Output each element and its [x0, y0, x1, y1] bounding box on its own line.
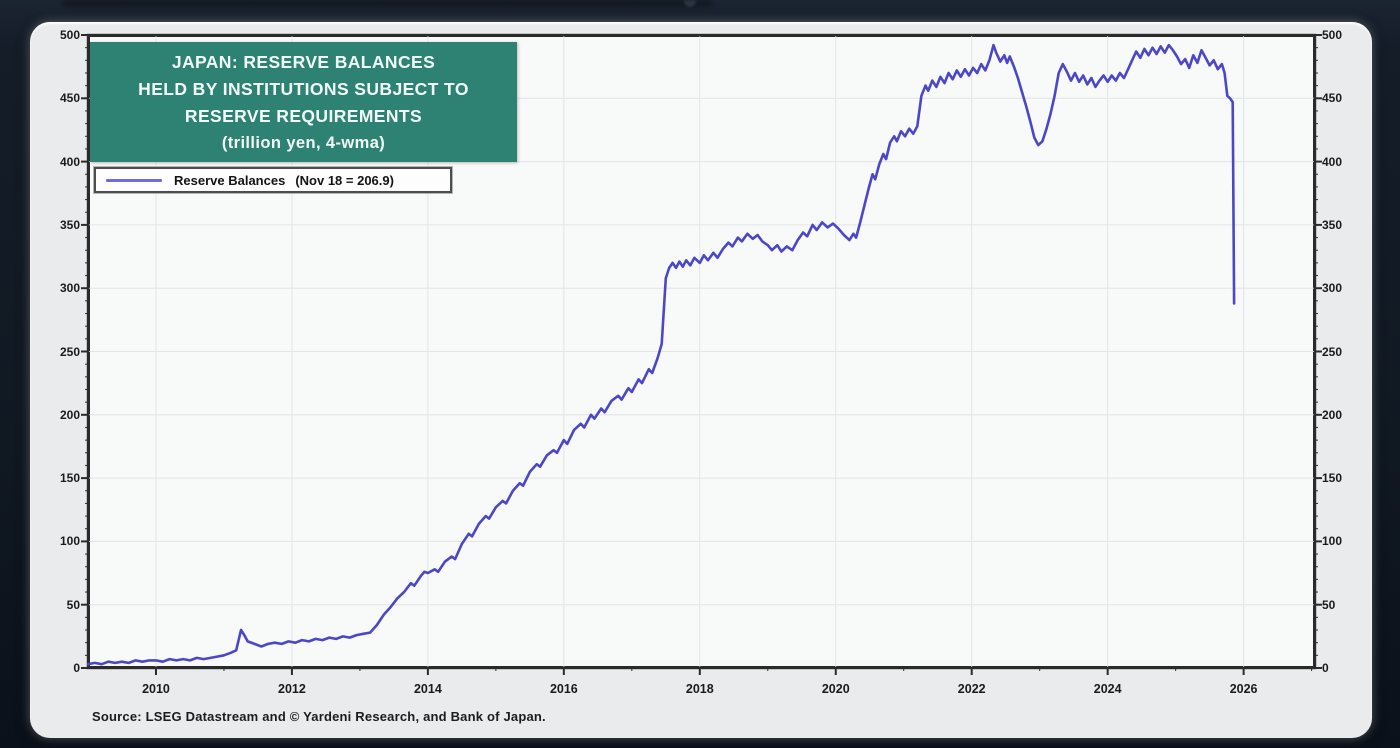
y-axis-label-left: 50: [66, 597, 80, 612]
cropped-header-text-remnant: [62, 0, 712, 7]
chart-title-subtitle: (trillion yen, 4-wma): [221, 133, 386, 152]
chart-title-line: RESERVE REQUIREMENTS: [184, 105, 423, 126]
y-axis-label-right: 300: [1322, 281, 1343, 296]
x-axis-label: 2014: [413, 682, 442, 696]
y-axis-label-left: 0: [73, 661, 80, 675]
y-axis-label-right: 0: [1322, 661, 1329, 675]
y-axis-label-left: 250: [59, 344, 80, 359]
x-axis-label: 2020: [821, 682, 850, 696]
x-axis-label: 2016: [549, 682, 578, 696]
y-axis-label-left: 450: [59, 91, 80, 106]
source-attribution: Source: LSEG Datastream and © Yardeni Re…: [92, 709, 546, 724]
legend-latest-value: (Nov 18 = 206.9): [295, 172, 394, 188]
y-axis-label-left: 400: [59, 154, 80, 169]
chart-title-line: HELD BY INSTITUTIONS SUBJECT TO: [138, 78, 469, 99]
y-axis-label-left: 100: [59, 534, 80, 549]
y-axis-label-right: 100: [1322, 534, 1343, 549]
y-axis-label-right: 50: [1322, 597, 1336, 612]
legend: Reserve Balances (Nov 18 = 206.9): [94, 167, 452, 193]
y-axis-label-left: 500: [59, 28, 80, 42]
y-axis-label-right: 150: [1322, 471, 1343, 486]
y-axis-label-left: 300: [59, 281, 80, 296]
x-axis-label: 2022: [957, 682, 986, 696]
x-axis-label: 2024: [1093, 682, 1122, 696]
y-axis-label-right: 250: [1322, 344, 1343, 359]
y-axis-label-right: 450: [1322, 91, 1343, 106]
chart-title-line: JAPAN: RESERVE BALANCES: [171, 51, 436, 72]
y-axis-label-right: 350: [1322, 217, 1343, 232]
x-axis-label: 2012: [278, 682, 306, 696]
y-axis-label-right: 400: [1322, 154, 1343, 169]
y-axis-label-right: 200: [1322, 407, 1343, 422]
y-axis-label-left: 200: [59, 407, 80, 422]
y-axis-label-left: 150: [59, 471, 80, 486]
cropped-header-glyph-remnant: [684, 0, 696, 7]
x-axis-label: 2018: [685, 682, 714, 696]
x-axis-label: 2010: [142, 682, 170, 696]
legend-series-label: Reserve Balances: [174, 172, 286, 188]
y-axis-label-left: 350: [59, 217, 80, 232]
y-axis-label-right: 500: [1322, 28, 1343, 42]
chart-title-box: JAPAN: RESERVE BALANCES HELD BY INSTITUT…: [90, 42, 517, 162]
x-axis-label: 2026: [1229, 682, 1258, 696]
legend-line-swatch: [106, 178, 162, 182]
